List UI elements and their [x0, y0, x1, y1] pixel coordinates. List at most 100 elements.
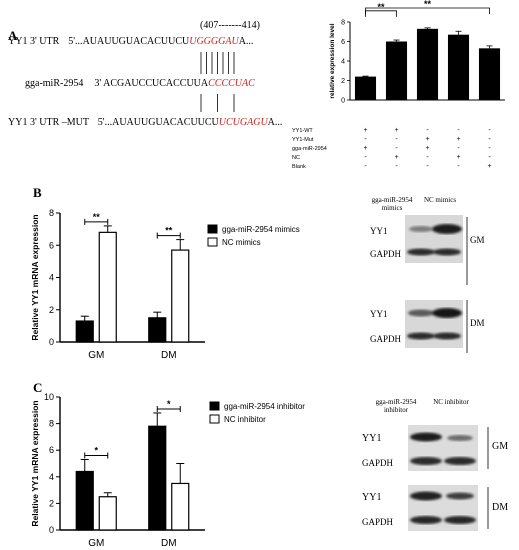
panel-b-chart: 0 2 4 6 8 Relative YY1 mRNA expression GM ** DM *… [30, 208, 300, 361]
wb-c-gm-gapdh-band-1 [410, 457, 442, 465]
x-category-label: DM [161, 538, 177, 549]
bar [171, 249, 190, 343]
y-tick-label: 8 [341, 20, 345, 27]
table-cell: + [363, 145, 367, 152]
wb-c-dm-gapdh-band-1 [410, 516, 442, 524]
wb-c-dm-membrane [408, 485, 478, 531]
y-tick-label: 6 [49, 445, 54, 455]
pairing-lines-top [200, 52, 235, 74]
wb-b-gm-gapdh-band-2 [433, 248, 461, 256]
wb-c-dm-gapdh-band-2 [444, 516, 476, 524]
bar [148, 425, 167, 531]
y-tick-label: 0 [341, 98, 345, 105]
seq-black: AUAUUGUACACUUCU [82, 36, 190, 47]
seq-name: gga-miR-2954 [25, 78, 84, 89]
table-cell: - [488, 136, 491, 143]
seq-tail: A... [238, 36, 254, 47]
wb-c-gm-yy1: YY1 [362, 433, 382, 444]
y-tick-label: 6 [341, 39, 345, 46]
range-label: (407-------414) [200, 20, 260, 31]
table-cell: - [395, 163, 398, 170]
table-cell: + [425, 145, 429, 152]
seq-red: UGGGGAU [189, 36, 239, 47]
y-tick-label: 2 [49, 305, 54, 315]
seq-prime: 5'... [97, 117, 113, 128]
wb-c-gm-yy1-band-1 [410, 432, 442, 442]
wb-b-blot [405, 215, 468, 353]
x-category-label: DM [161, 350, 177, 361]
wb-b-dm-membrane [405, 300, 463, 348]
table-cell: - [395, 136, 398, 143]
y-tick-label: 4 [49, 472, 54, 482]
table-cell: - [488, 145, 491, 152]
wb-b-dm-yy1-band-1 [408, 309, 434, 317]
y-tick-label: 0 [49, 525, 54, 535]
table-cell: - [426, 154, 429, 161]
table-cell: - [457, 127, 460, 134]
bar [98, 231, 117, 343]
table-cell: - [364, 136, 367, 143]
table-cell: + [394, 127, 398, 134]
legend-swatch [209, 414, 220, 424]
legend-label: gga-miR-2954 mimics [222, 225, 300, 234]
wb-b-dm-gapdh: GAPDH [370, 334, 402, 344]
seq-prime: 3' [94, 78, 102, 89]
table-cell: - [426, 127, 429, 134]
significance-label: ** [165, 226, 173, 236]
wb-b-dm-yy1: YY1 [370, 309, 388, 319]
wb-b-gm-gapdh: GAPDH [370, 249, 402, 259]
table-cell: - [364, 163, 367, 170]
y-tick-label: 4 [49, 273, 54, 283]
y-tick-label: 4 [341, 59, 345, 66]
significance-label: ** [377, 2, 385, 12]
wb-b-dm-gapdh-band-2 [433, 332, 461, 340]
table-row-label: NC [292, 155, 300, 161]
table-cell: + [394, 154, 398, 161]
significance-label: ** [424, 0, 432, 9]
bar [447, 34, 470, 100]
wb-b-gm-yy1: YY1 [370, 226, 388, 236]
table-cell: + [487, 163, 491, 170]
legend-label: NC inhibitor [224, 415, 266, 424]
bar [98, 496, 117, 531]
table-cell: + [456, 154, 460, 161]
legend-swatch [207, 237, 218, 247]
seq-tail: A... [267, 117, 283, 128]
wb-b-gm-yy1-band-1 [409, 226, 433, 232]
wb-b-group-dm: DM [470, 318, 485, 328]
wb-c-dm-gapdh: GAPDH [362, 517, 394, 527]
seq-name: YY1 3' UTR –MUT [8, 117, 89, 128]
seq-red: UCUGAGU [218, 117, 268, 128]
y-axis-label: Relative YY1 mRNA expression [30, 400, 40, 526]
x-category-label: GM [88, 538, 104, 549]
wb-c-group-dm: DM [492, 502, 509, 513]
table-cell: - [457, 145, 460, 152]
significance-label: * [94, 446, 98, 456]
wb-c-col-1: gga-miR-2954 inhibitor [375, 398, 417, 414]
y-tick-label: 6 [49, 240, 54, 250]
seq-black: AUAUUGUACACUUCU [112, 117, 219, 128]
bar [75, 470, 94, 531]
y-axis-label: Relative YY1 mRNA expression [30, 214, 40, 340]
panel-a-chart: 0 2 4 6 8 relative expression level ** ** YY1-WT… [292, 0, 505, 170]
bar [354, 76, 377, 100]
y-tick-label: 10 [44, 392, 54, 402]
bar [478, 48, 501, 100]
wb-b-gm-membrane [405, 215, 463, 263]
wb-b-dm-gapdh-band-1 [407, 332, 435, 340]
legend-label: NC mimics [222, 238, 261, 247]
wb-c-gm-gapdh: GAPDH [362, 458, 394, 468]
seq-row-mut: YY1 3' UTR –MUT 5'...AUAUUGUACACUUCUUCUG… [8, 117, 282, 128]
table-row-label: YY1-Mut [292, 137, 314, 143]
significance-label: ** [93, 212, 101, 222]
seq-name: YY1 3' UTR [8, 36, 60, 47]
bar [148, 317, 167, 343]
wb-c-gm-gapdh-band-2 [444, 457, 476, 465]
wb-b-col-2: NC mimics [423, 196, 457, 204]
y-tick-label: 2 [49, 498, 54, 508]
y-tick-label: 2 [341, 78, 345, 85]
table-cell: + [425, 136, 429, 143]
panel-a-letter: A [8, 28, 18, 43]
wb-b-dm-yy1-band-2 [432, 308, 462, 318]
wb-c-gm-yy1-band-2 [447, 435, 473, 441]
